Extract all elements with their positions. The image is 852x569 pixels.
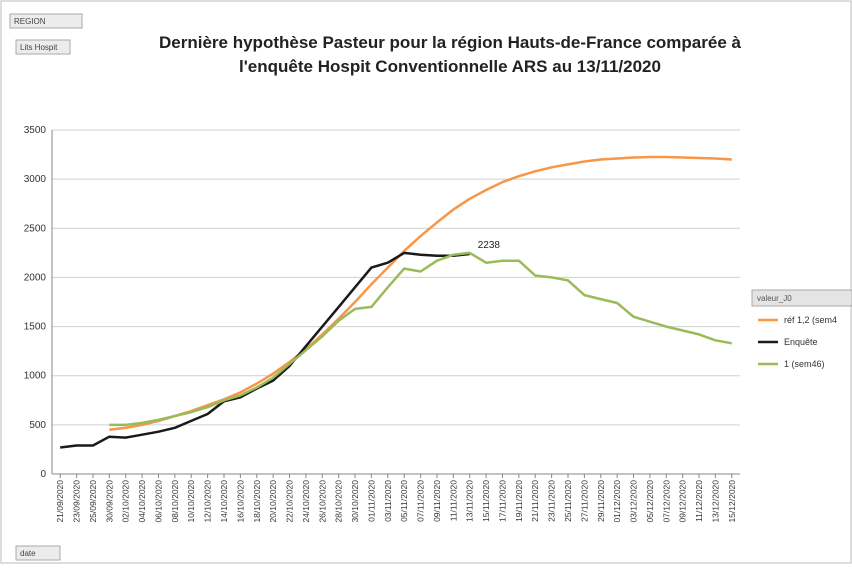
y-tick-label: 3500 bbox=[24, 125, 47, 136]
x-tick-label: 16/10/2020 bbox=[235, 480, 245, 523]
x-tick-label: 13/11/2020 bbox=[465, 480, 475, 522]
x-tick-label: 29/11/2020 bbox=[596, 480, 606, 522]
x-tick-label: 30/10/2020 bbox=[350, 480, 360, 523]
legend-title-box bbox=[751, 289, 852, 307]
x-tick-label: 03/12/2020 bbox=[629, 480, 639, 523]
x-tick-label: 08/10/2020 bbox=[170, 480, 180, 523]
field-button[interactable] bbox=[15, 39, 71, 55]
x-tick-label: 11/11/2020 bbox=[448, 480, 458, 522]
legend-title: valeur_J0 bbox=[757, 294, 792, 303]
x-tick-label: 09/12/2020 bbox=[678, 480, 688, 523]
x-tick-label: 03/11/2020 bbox=[383, 480, 393, 522]
x-tick-label: 28/10/2020 bbox=[334, 480, 344, 523]
y-tick-label: 2000 bbox=[24, 272, 47, 283]
y-tick-label: 3000 bbox=[24, 174, 47, 185]
x-tick-label: 12/10/2020 bbox=[203, 480, 213, 523]
y-tick-label: 0 bbox=[40, 469, 46, 480]
x-tick-label: 25/11/2020 bbox=[563, 480, 573, 522]
x-tick-label: 23/09/2020 bbox=[72, 480, 82, 523]
line-series bbox=[109, 155, 732, 432]
x-tick-label: 07/11/2020 bbox=[416, 480, 426, 522]
x-tick-label: 25/09/2020 bbox=[88, 480, 98, 523]
x-tick-label: 21/09/2020 bbox=[55, 480, 65, 523]
data-label: 2238 bbox=[478, 240, 501, 251]
x-tick-label: 27/11/2020 bbox=[579, 480, 589, 522]
x-tick-label: 20/10/2020 bbox=[268, 480, 278, 523]
legend-label: 1 (sem46) bbox=[784, 359, 825, 369]
x-tick-label: 13/12/2020 bbox=[710, 480, 720, 523]
x-tick-label: 10/10/2020 bbox=[186, 480, 196, 523]
legend-label: Enquête bbox=[784, 337, 818, 347]
y-tick-label: 500 bbox=[29, 420, 46, 431]
x-tick-label: 18/10/2020 bbox=[252, 480, 262, 523]
date-button[interactable] bbox=[15, 545, 61, 561]
line-series bbox=[109, 251, 733, 427]
x-tick-label: 07/12/2020 bbox=[661, 480, 671, 523]
x-tick-label: 21/11/2020 bbox=[530, 480, 540, 522]
x-tick-label: 01/12/2020 bbox=[612, 480, 622, 523]
x-tick-label: 19/11/2020 bbox=[514, 480, 524, 522]
x-tick-label: 05/12/2020 bbox=[645, 480, 655, 523]
y-tick-label: 1000 bbox=[24, 371, 47, 382]
y-tick-label: 1500 bbox=[24, 322, 47, 333]
line-series bbox=[60, 251, 470, 449]
x-tick-label: 09/11/2020 bbox=[432, 480, 442, 522]
x-tick-label: 01/11/2020 bbox=[366, 480, 376, 522]
region-button[interactable] bbox=[9, 13, 83, 29]
x-tick-label: 06/10/2020 bbox=[153, 480, 163, 523]
x-tick-label: 15/12/2020 bbox=[727, 480, 737, 523]
region-label: REGION bbox=[14, 17, 46, 26]
x-tick-label: 26/10/2020 bbox=[317, 480, 327, 523]
x-tick-label: 17/11/2020 bbox=[497, 480, 507, 522]
x-tick-label: 04/10/2020 bbox=[137, 480, 147, 523]
y-tick-label: 2500 bbox=[24, 223, 47, 234]
date-label: date bbox=[20, 549, 36, 558]
x-tick-label: 14/10/2020 bbox=[219, 480, 229, 523]
x-tick-label: 23/11/2020 bbox=[547, 480, 557, 522]
x-tick-label: 11/12/2020 bbox=[694, 480, 704, 522]
x-tick-label: 30/09/2020 bbox=[104, 480, 114, 523]
x-tick-label: 15/11/2020 bbox=[481, 480, 491, 522]
x-tick-label: 22/10/2020 bbox=[285, 480, 295, 523]
field-label: Lits Hospit bbox=[20, 43, 58, 52]
x-tick-label: 02/10/2020 bbox=[121, 480, 131, 523]
legend-label: réf 1,2 (sem4 bbox=[784, 315, 837, 325]
x-tick-label: 24/10/2020 bbox=[301, 480, 311, 523]
x-tick-label: 05/11/2020 bbox=[399, 480, 409, 522]
chart-title: Dernière hypothèse Pasteur pour la régio… bbox=[159, 33, 741, 76]
